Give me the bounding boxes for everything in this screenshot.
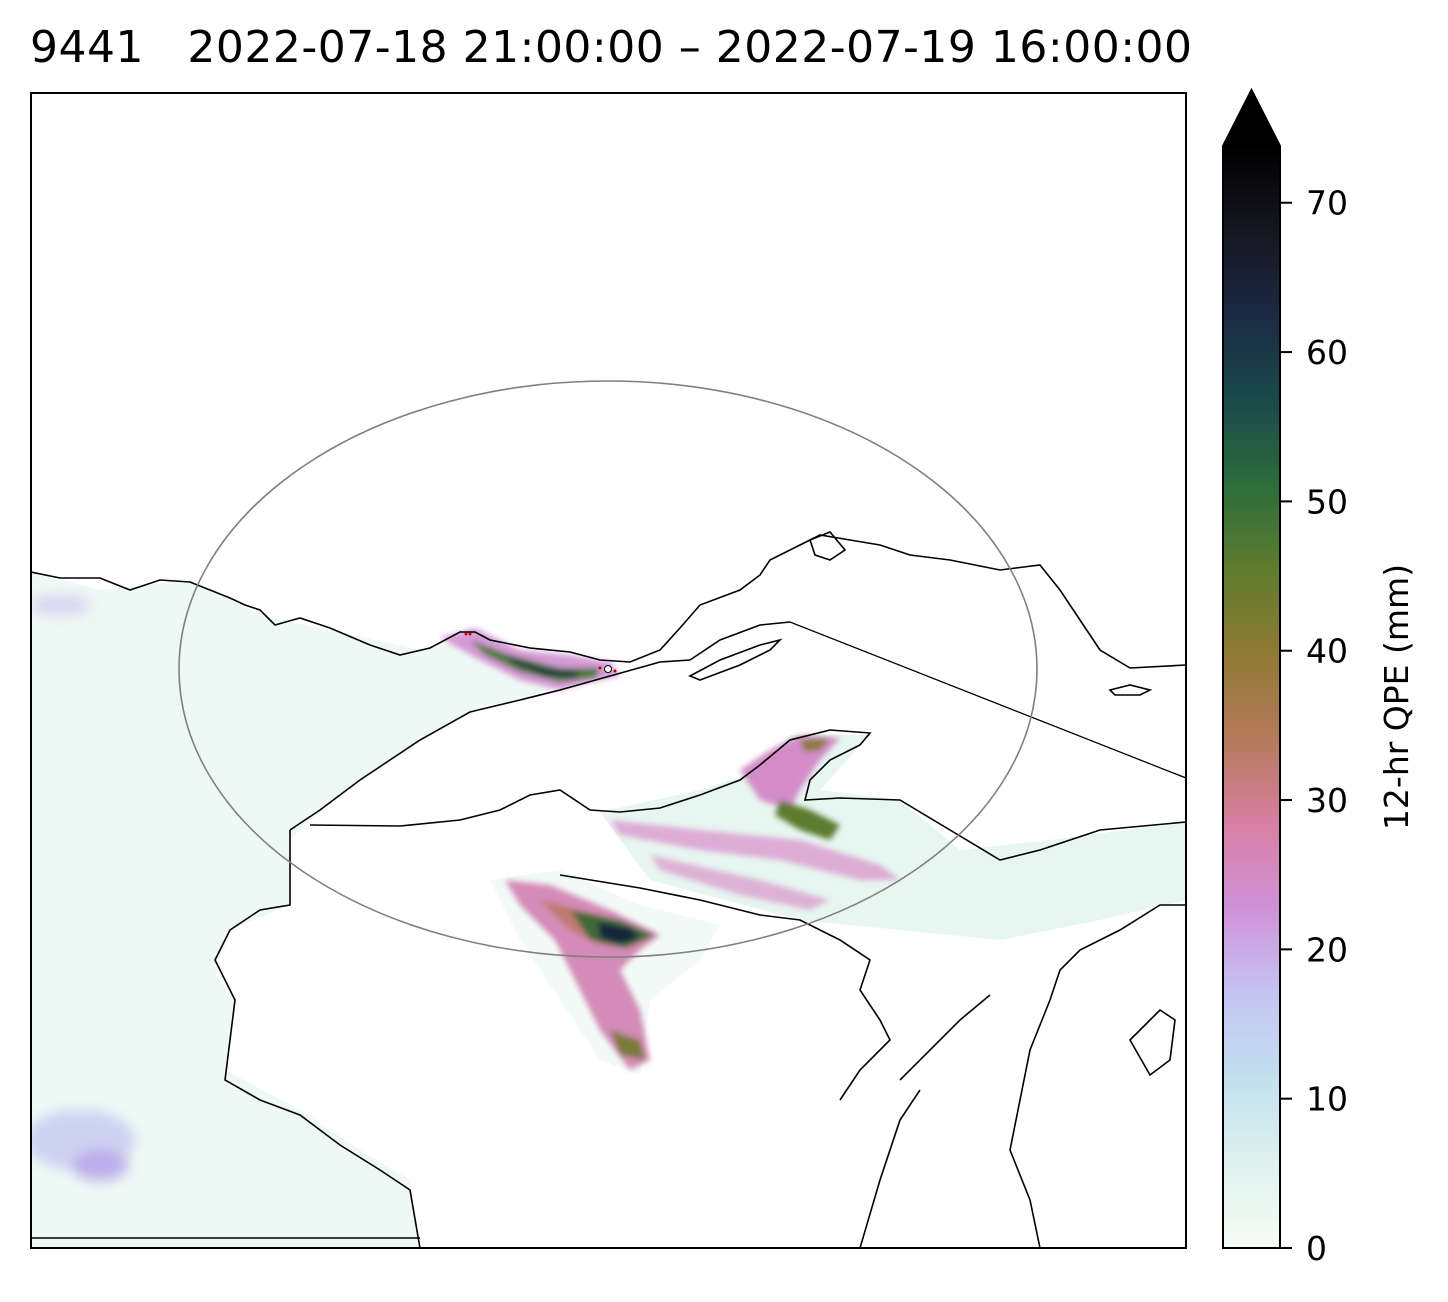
precip-field: [31, 572, 1186, 1248]
colorbar-tick-label-0: 0: [1306, 1229, 1327, 1268]
colorbar-tick-label-30: 30: [1306, 781, 1348, 820]
colorbar-body: [1223, 146, 1280, 1248]
radar-site-marker: [604, 665, 612, 673]
coastlines: [31, 531, 1186, 1248]
colorbar: 0 10 20 30 40 50 60 70 12-hr QPE (mm): [1222, 87, 1416, 1268]
colorbar-ticks: 0 10 20 30 40 50 60 70: [1280, 184, 1348, 1268]
colorbar-tick-label-20: 20: [1306, 930, 1348, 969]
colorbar-tick-label-50: 50: [1306, 482, 1348, 521]
colorbar-label: 12-hr QPE (mm): [1377, 564, 1416, 830]
radar-range-ring: [178, 380, 1038, 958]
colorbar-tick-label-60: 60: [1306, 333, 1348, 372]
map-title: 9441 2022-07-18 21:00:00 – 2022-07-19 16…: [30, 22, 1193, 73]
state-boundaries: [789, 621, 1186, 779]
colorbar-tick-label-40: 40: [1306, 632, 1348, 671]
colorbar-extend-arrow: [1223, 90, 1280, 146]
colorbar-tick-label-10: 10: [1306, 1080, 1348, 1119]
map-plot-area: [31, 93, 1186, 1248]
colorbar-tick-label-70: 70: [1306, 184, 1348, 223]
map-frame: [30, 92, 1187, 1249]
